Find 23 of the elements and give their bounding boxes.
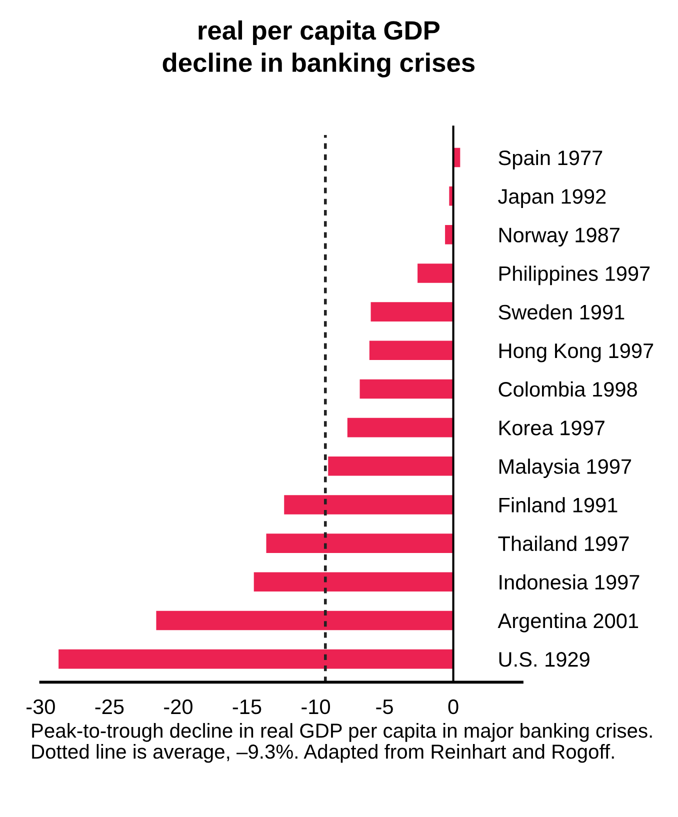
y-tick-label: Finland 1991 xyxy=(499,497,618,512)
x-tick-label: -25 xyxy=(95,699,124,714)
y-tick-label: Hong Kong 1997 xyxy=(499,343,654,362)
x-tick-label: -5 xyxy=(376,700,393,714)
y-tick-label: U.S. 1929 xyxy=(499,652,590,667)
y-tick-label: Thailand 1997 xyxy=(498,536,629,552)
y-tick-label: Japan 1992 xyxy=(498,189,606,208)
y-tick-label: Argentina 2001 xyxy=(498,612,638,632)
text: Peak-to-trough decline in real GDP per capita in major banking crises. Dotted line is average, –9.3%. Adapted from Reinhart and Rogoff. xyxy=(32,723,652,763)
y-tick-label: Malaysia 1997 xyxy=(499,458,632,478)
chart-title: real per capita GDP decline in banking crises xyxy=(162,20,475,78)
x-tick-label: -30 xyxy=(26,699,55,714)
y-tick-label: Korea 1997 xyxy=(499,420,604,436)
y-tick-label: Philippines 1997 xyxy=(499,266,650,286)
y-tick-label: Norway 1987 xyxy=(499,228,620,247)
x-tick-label: -10 xyxy=(302,699,330,714)
x-tick-label: -15 xyxy=(232,700,262,714)
y-tick-label: Spain 1977 xyxy=(498,150,602,170)
y-tick-label: Colombia 1998 xyxy=(498,381,637,397)
x-tick-label: -20 xyxy=(164,699,192,714)
y-tick-label: Indonesia 1997 xyxy=(500,574,640,590)
y-tick-label: Sweden 1991 xyxy=(498,304,624,320)
x-tick-label: 0 xyxy=(448,699,458,714)
